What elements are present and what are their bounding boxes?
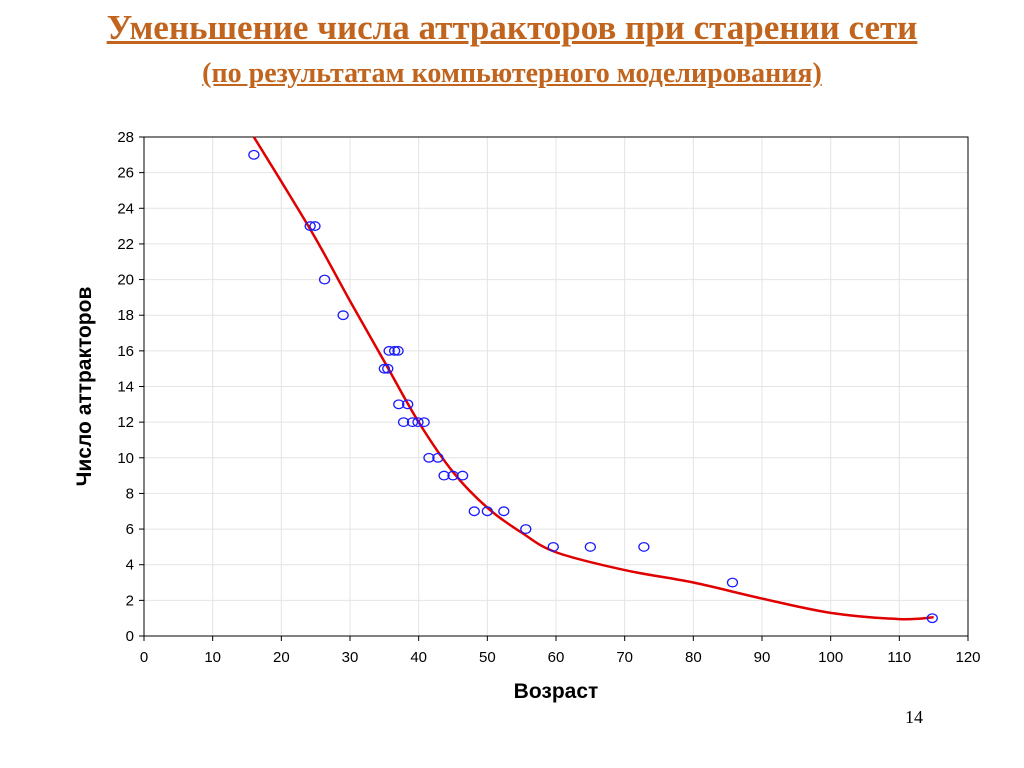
y-tick-label: 12: [117, 414, 134, 431]
data-point: [337, 310, 349, 321]
data-point: [392, 345, 404, 356]
page-number: 14: [905, 707, 923, 727]
x-tick-label: 40: [410, 649, 427, 666]
y-tick-label: 8: [126, 485, 134, 502]
slide-subtitle: (по результатам компьютерного моделирова…: [202, 58, 822, 89]
data-point: [456, 470, 469, 481]
y-tick-label: 2: [126, 592, 134, 609]
x-tick-label: 10: [204, 649, 221, 666]
data-point: [418, 417, 430, 428]
x-tick-label: 60: [548, 649, 565, 666]
trend-line: [252, 136, 934, 621]
y-tick-label: 20: [117, 272, 134, 289]
y-tick-label: 14: [117, 379, 134, 396]
data-point: [402, 399, 414, 410]
y-tick-label: 18: [117, 307, 134, 324]
y-tick-label: 0: [126, 628, 134, 645]
data-point: [304, 221, 316, 232]
data-point: [406, 417, 419, 428]
y-tick-label: 26: [117, 165, 134, 182]
x-tick-label: 120: [955, 649, 980, 666]
data-point: [926, 613, 938, 624]
y-tick-label: 6: [126, 521, 134, 538]
data-point: [382, 363, 394, 374]
x-tick-label: 100: [818, 649, 843, 666]
data-point: [412, 417, 424, 428]
data-point: [397, 417, 410, 428]
data-point: [423, 452, 435, 463]
data-point: [383, 345, 395, 356]
x-axis-title: Возраст: [514, 680, 599, 703]
x-axis-ticks: 0 10 20 30 40 50 60 70 80 90 100 110 120: [140, 636, 981, 666]
data-point: [638, 541, 650, 552]
y-tick-label: 28: [117, 129, 134, 146]
data-point: [726, 577, 739, 588]
x-tick-label: 70: [616, 649, 633, 666]
y-tick-label: 16: [117, 343, 134, 360]
x-tick-label: 30: [342, 649, 359, 666]
slide-title: Уменьшение числа аттракторов при старени…: [106, 8, 918, 47]
y-axis-title: Число аттракторов: [73, 287, 96, 487]
data-point: [432, 452, 444, 463]
data-point: [520, 524, 532, 535]
data-point: [481, 506, 493, 517]
data-point: [584, 541, 596, 552]
data-point: [393, 399, 405, 410]
data-point: [547, 541, 559, 552]
y-tick-label: 10: [117, 450, 134, 467]
y-tick-label: 22: [117, 236, 134, 253]
x-tick-label: 50: [479, 649, 496, 666]
y-tick-label: 4: [126, 557, 134, 574]
data-point: [309, 221, 321, 232]
data-point: [438, 470, 450, 481]
data-points: [248, 149, 938, 624]
x-tick-label: 90: [754, 649, 771, 666]
data-point: [468, 506, 480, 517]
x-tick-label: 20: [273, 649, 290, 666]
x-tick-label: 110: [887, 649, 911, 666]
data-point: [498, 506, 510, 517]
grid-lines: [144, 137, 968, 636]
data-point: [318, 274, 331, 285]
x-tick-label: 0: [140, 649, 148, 666]
data-point: [388, 345, 401, 356]
y-tick-label: 24: [117, 200, 134, 217]
x-tick-label: 80: [685, 649, 702, 666]
data-point: [248, 149, 260, 160]
data-point: [378, 363, 390, 374]
